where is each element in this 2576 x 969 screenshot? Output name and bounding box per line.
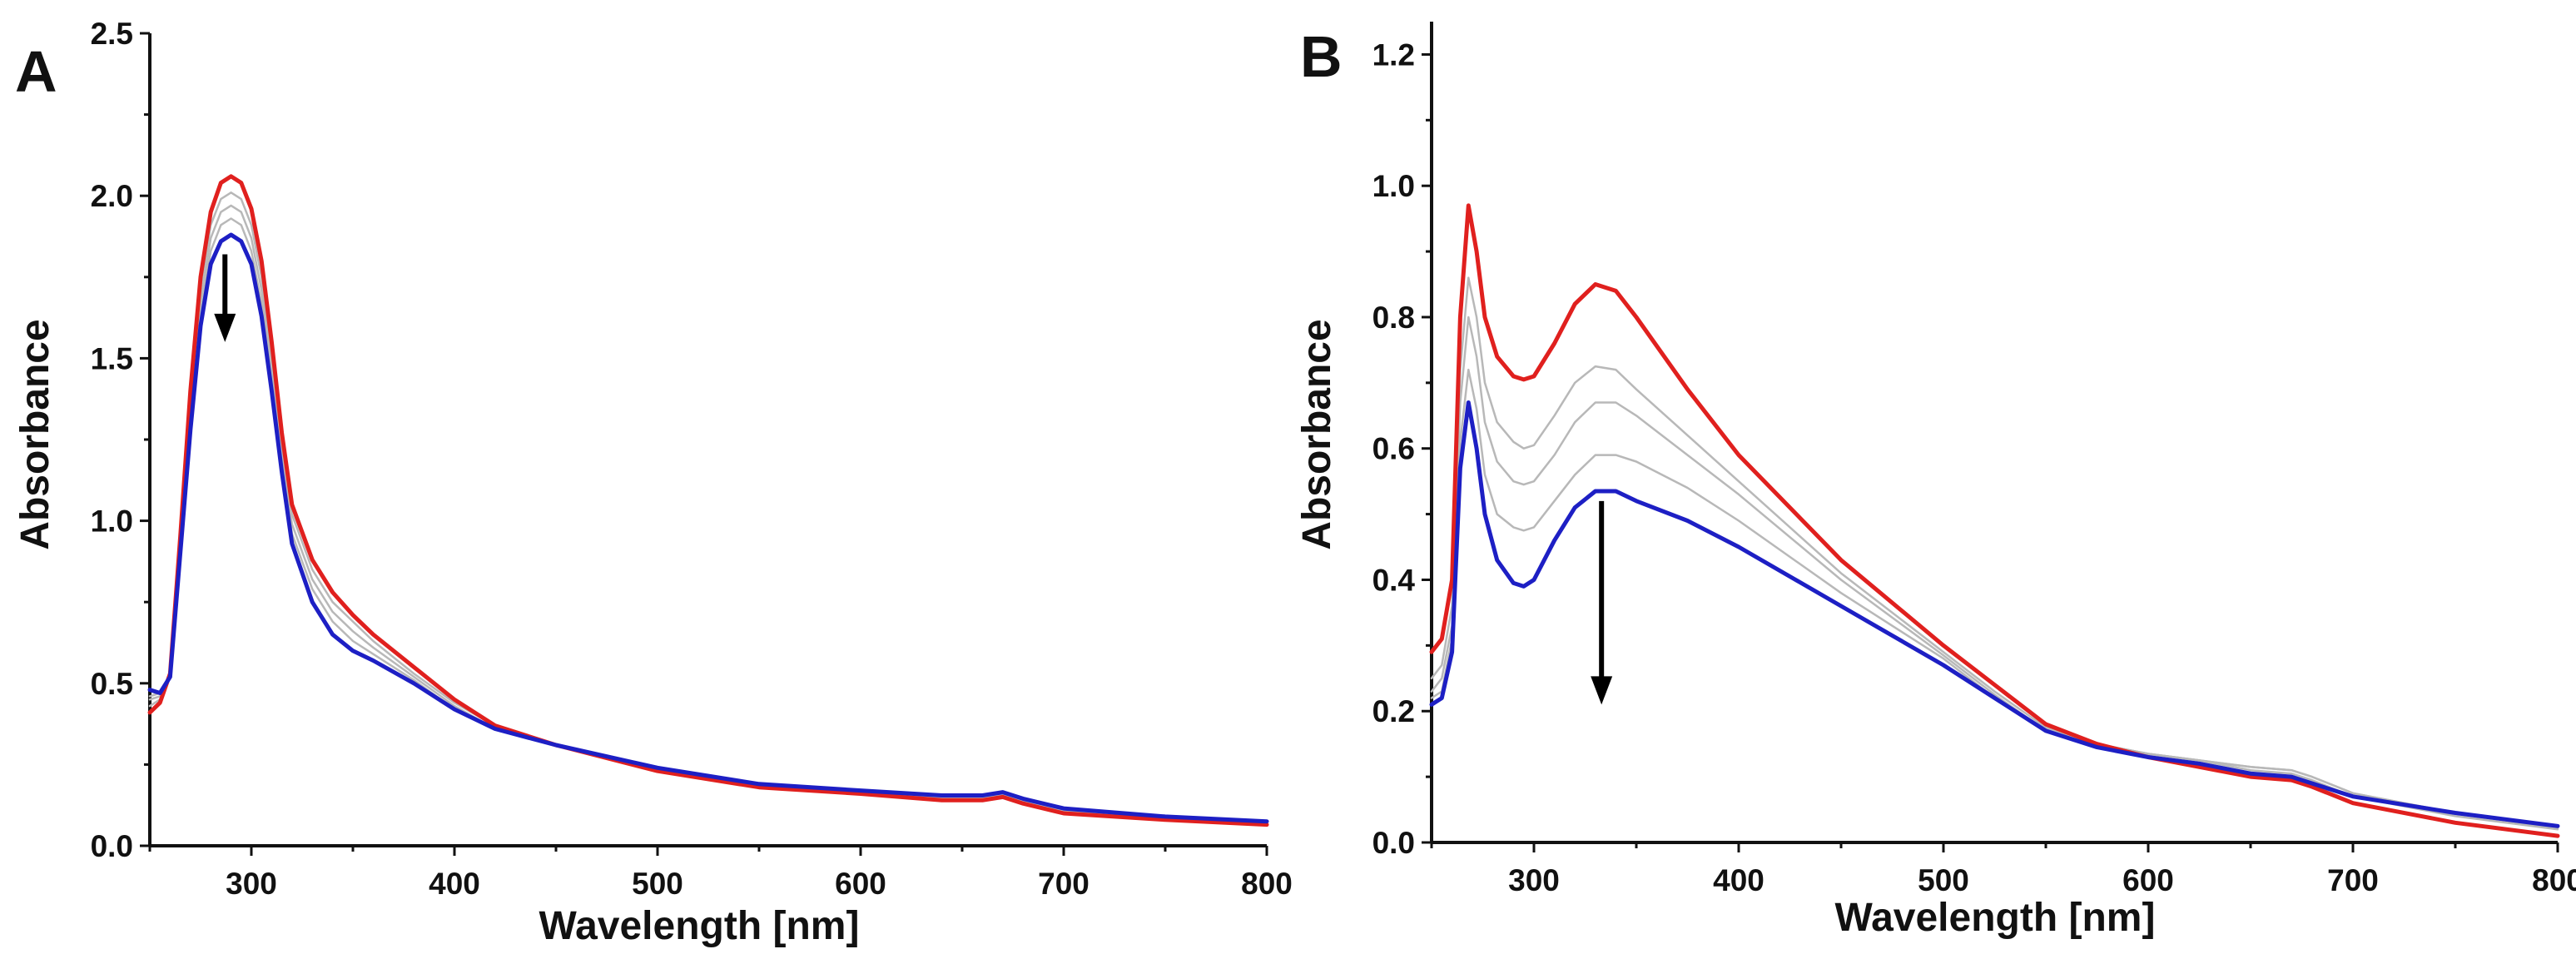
panel-a-x-tick-label: 400 [429,867,480,901]
panel-a-x-tick-label: 300 [226,867,277,901]
panel-b: B 300 400 500 600 700 800 0.0 0.2 0.4 0.6 0.8 1.0 1.… [1295,22,2576,940]
panel-a-y-tick-label: 1.5 [91,341,133,375]
panel-a-series-initial [147,174,1269,827]
panel-a-arrow-head [214,313,236,342]
panel-b-x-tick-label: 300 [1508,863,1560,897]
panel-b-axes: 300 400 500 600 700 800 0.0 0.2 0.4 0.6 0.8 1.0 1.2 [1372,22,2576,897]
panel-b-x-tick-label: 800 [2532,863,2576,897]
panel-b-y-tick-label: 0.0 [1372,826,1415,860]
panel-b-x-tick-label: 600 [2122,863,2174,897]
panel-b-xlabel: Wavelength [nm] [1835,896,2156,940]
panel-b-series [1429,203,2560,838]
panel-b-letter: B [1300,24,1343,89]
panel-b-ylabel: Absorbance [1295,319,1339,549]
panel-b-x-tick-label: 700 [2327,863,2379,897]
panel-a-arrow-group [214,254,236,342]
panel-a-xlabel: Wavelength [nm] [539,904,860,948]
panel-a-series-intermediate-3 [148,217,1268,822]
panel-a-series [147,174,1269,827]
panel-b-series-initial [1429,203,2560,838]
panel-a-letter: A [15,39,57,104]
panel-b-arrow-head [1591,676,1613,705]
panel-b-y-tick-label: 1.2 [1372,37,1415,72]
panel-a-y-tick-label: 2.0 [91,179,133,213]
panel-b-y-tick-label: 0.2 [1372,694,1415,728]
panel-a: A 300 400 500 600 700 800 0.0 0.5 1.0 1.5 2.0 2.5 W… [13,17,1293,948]
panel-a-series-intermediate-2 [148,204,1268,824]
panel-a-y-tick-label: 0.5 [91,667,133,701]
panel-a-x-tick-label: 600 [835,867,886,901]
panel-b-series-intermediate-3 [1430,368,2559,829]
panel-a-y-tick-label: 0.0 [91,829,133,863]
panel-b-series-final [1429,400,2560,828]
panel-b-y-tick-label: 0.4 [1372,563,1416,597]
panel-a-series-final [147,232,1269,824]
panel-a-y-tick-label: 2.5 [91,17,133,51]
panel-b-y-tick-label: 0.6 [1372,432,1415,466]
panel-b-x-tick-label: 400 [1713,863,1764,897]
panel-a-ylabel: Absorbance [13,319,57,549]
panel-b-y-tick-label: 1.0 [1372,169,1415,203]
panel-b-y-tick-label: 0.8 [1372,301,1415,335]
panel-b-arrow-group [1591,500,1613,705]
panel-a-y-tick-label: 1.0 [91,504,133,539]
panel-a-axes: 300 400 500 600 700 800 0.0 0.5 1.0 1.5 2.0 2.5 [91,17,1293,901]
panel-b-series-intermediate-1 [1430,276,2559,831]
panel-a-x-tick-label: 800 [1241,867,1293,901]
panel-a-x-tick-label: 700 [1038,867,1089,901]
panel-a-x-tick-label: 500 [632,867,683,901]
panel-a-series-intermediate-1 [148,191,1268,824]
panel-b-x-tick-label: 500 [1918,863,1969,897]
